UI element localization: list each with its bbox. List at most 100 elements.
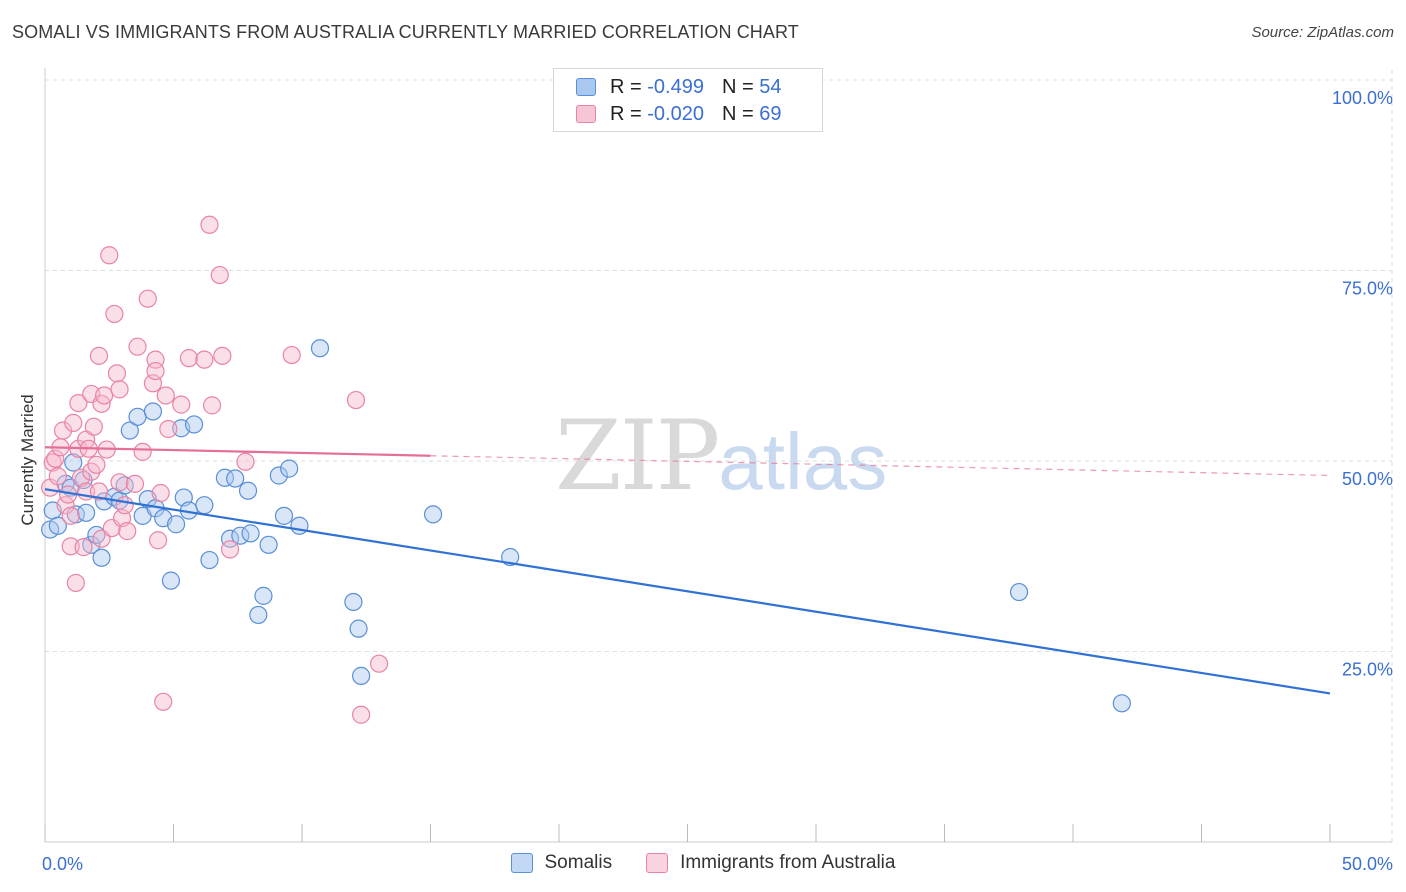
point-australia: [125, 474, 145, 493]
point-somalis: [269, 466, 288, 485]
point-somalis: [310, 339, 330, 358]
y-tick-label: 75.0%: [1342, 279, 1393, 299]
point-australia: [138, 289, 157, 308]
legend-r-value: -0.020: [647, 102, 704, 125]
point-somalis: [200, 550, 219, 570]
point-somalis: [166, 515, 186, 534]
x-tick-label: 0.0%: [42, 854, 83, 874]
point-australia: [84, 417, 103, 436]
point-australia: [95, 386, 114, 405]
legend-row-somalis: R = -0.499 N = 54: [576, 74, 781, 100]
point-australia: [89, 482, 109, 501]
point-australia: [200, 215, 219, 234]
legend-swatch-australia: [646, 853, 669, 873]
point-australia: [220, 540, 240, 559]
watermark-atlas: atlas: [718, 417, 888, 506]
point-somalis: [64, 453, 83, 472]
point-somalis: [161, 571, 181, 590]
point-australia: [282, 345, 301, 365]
point-australia: [61, 506, 80, 525]
point-australia: [105, 304, 124, 324]
y-tick-label: 25.0%: [1342, 660, 1393, 680]
point-australia: [146, 361, 165, 381]
point-somalis: [280, 459, 299, 478]
point-australia: [115, 496, 134, 515]
point-somalis: [423, 505, 443, 524]
point-australia: [89, 346, 109, 365]
point-somalis: [120, 421, 139, 440]
y-tick-label: 100.0%: [1332, 88, 1393, 108]
watermark: ZIPatlas: [555, 400, 887, 512]
point-australia: [110, 473, 129, 492]
point-somalis: [274, 506, 294, 525]
point-somalis: [92, 548, 111, 567]
point-australia: [66, 573, 85, 593]
legend-n-value: 54: [759, 75, 782, 98]
point-somalis: [249, 605, 268, 625]
x-tick-label: 50.0%: [1342, 854, 1393, 874]
point-somalis: [226, 469, 245, 488]
legend-label-australia: Immigrants from Australia: [680, 852, 896, 873]
legend-swatch-australia: [576, 105, 596, 123]
point-australia: [56, 496, 75, 515]
point-somalis: [184, 415, 204, 434]
point-australia: [74, 538, 93, 557]
point-australia: [118, 522, 137, 541]
point-somalis: [128, 407, 147, 426]
legend-row-australia: R = -0.020 N = 69: [576, 101, 781, 127]
point-somalis: [1112, 694, 1131, 713]
point-somalis: [352, 666, 371, 685]
point-australia: [172, 395, 191, 414]
point-australia: [110, 380, 129, 399]
point-australia: [87, 455, 106, 474]
legend-n-value: 69: [759, 102, 782, 125]
point-australia: [156, 386, 175, 405]
legend-r-label: R =: [610, 102, 642, 125]
point-australia: [61, 537, 80, 556]
legend-item-somalis: Somalis: [510, 852, 612, 874]
series-legend: Somalis Immigrants from Australia: [0, 852, 1406, 874]
point-australia: [352, 705, 371, 724]
trend-line-somalis: [44, 488, 1331, 695]
point-australia: [154, 692, 173, 711]
point-australia: [159, 419, 178, 439]
point-somalis: [254, 586, 273, 605]
point-somalis: [344, 592, 363, 612]
point-australia: [100, 246, 119, 265]
point-australia: [133, 442, 152, 461]
point-somalis: [215, 468, 234, 487]
point-australia: [148, 531, 168, 550]
correlation-legend: R = -0.499 N = 54 R = -0.020 N = 69: [553, 68, 823, 132]
point-somalis: [241, 524, 260, 543]
point-australia: [151, 483, 170, 503]
chart-title: SOMALI VS IMMIGRANTS FROM AUSTRALIA CURR…: [12, 22, 799, 42]
point-somalis: [501, 547, 520, 567]
point-australia: [202, 396, 222, 415]
legend-r-label: R =: [610, 75, 642, 98]
point-australia: [48, 467, 67, 486]
point-australia: [128, 337, 147, 356]
point-somalis: [220, 529, 240, 548]
legend-r-value: -0.499: [647, 75, 704, 98]
point-australia: [179, 349, 199, 368]
point-somalis: [77, 503, 96, 522]
point-australia: [236, 452, 255, 471]
point-australia: [71, 468, 91, 487]
point-australia: [213, 346, 232, 365]
trend-line-australia: [44, 446, 431, 457]
legend-n-label: N =: [721, 75, 754, 98]
legend-swatch-somalis: [576, 78, 596, 96]
point-australia: [210, 265, 229, 285]
legend-n-label: N =: [721, 102, 754, 125]
point-somalis: [1009, 582, 1029, 602]
point-somalis: [259, 535, 278, 554]
point-australia: [53, 421, 73, 440]
watermark-zip: ZIP: [555, 400, 720, 512]
point-australia: [195, 350, 214, 369]
y-tick-label: 50.0%: [1342, 469, 1393, 489]
point-somalis: [143, 402, 163, 421]
point-somalis: [48, 516, 67, 535]
trend-line-australia-dashed: [430, 455, 1331, 477]
point-australia: [370, 654, 389, 673]
